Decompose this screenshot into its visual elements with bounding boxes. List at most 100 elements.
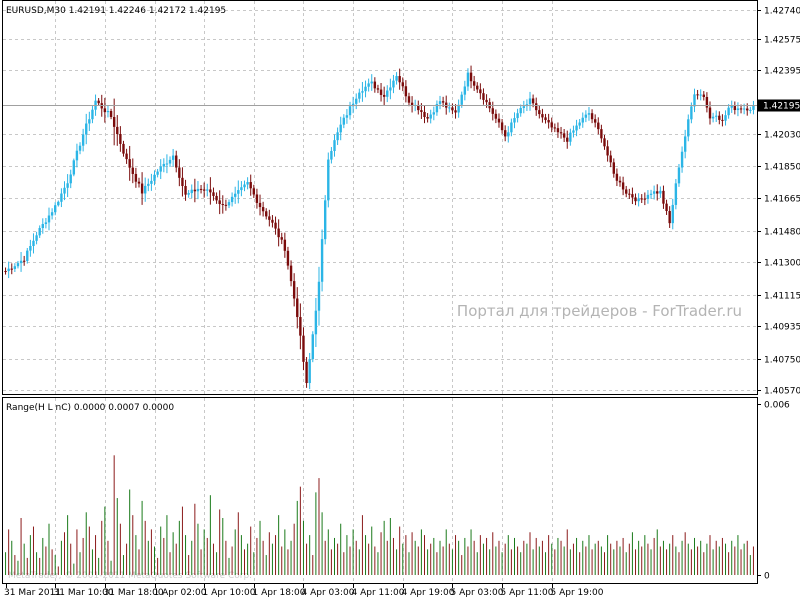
candle-body: [122, 143, 125, 154]
candle-body: [513, 118, 516, 123]
candle-body: [212, 192, 215, 196]
candle-body: [463, 86, 467, 95]
candle-body: [268, 216, 271, 220]
candle-body: [175, 155, 178, 168]
candle-body: [187, 193, 190, 195]
candle-body: [373, 81, 377, 89]
candle-body: [165, 163, 169, 165]
price-tick-label: 1.40935: [764, 323, 800, 333]
candle-body: [358, 92, 361, 99]
candle-body: [81, 134, 85, 146]
candle-body: [531, 98, 535, 104]
candle-body: [274, 222, 277, 229]
indicator-header: Range(H L nC) 0.0000 0.0007 0.0000: [6, 403, 174, 413]
candle-body: [63, 187, 66, 194]
candle-body: [4, 271, 7, 273]
candle-body: [711, 116, 715, 119]
candle-body: [668, 211, 671, 224]
candle-body: [237, 190, 240, 194]
candle-body: [553, 127, 557, 129]
candle-body: [615, 173, 619, 181]
candle-body: [116, 126, 119, 134]
candle-body: [578, 122, 581, 126]
watermark: Портал для трейдеров - ForTrader.ru: [457, 302, 742, 320]
current-price-label: 1.42195: [763, 102, 800, 112]
price-tick-label: 1.40570: [764, 387, 800, 397]
candle-body: [44, 222, 48, 225]
candle-body: [367, 83, 370, 87]
candle-body: [683, 136, 687, 152]
candle-body: [327, 159, 330, 201]
candle-body: [581, 117, 584, 123]
candle-body: [271, 219, 274, 223]
candle-body: [429, 114, 432, 119]
candle-body: [544, 117, 547, 121]
candle-body: [460, 94, 463, 105]
candle-body: [454, 110, 457, 113]
price-tick-label: 1.41850: [764, 163, 800, 173]
candle-body: [448, 107, 451, 109]
indicator-tick-label: 0.006: [764, 401, 790, 411]
candle-body: [137, 181, 141, 184]
indicator-tick-label: 0: [764, 572, 770, 582]
candle-body: [466, 72, 470, 87]
candle-body: [302, 335, 305, 362]
candle-body: [355, 98, 358, 104]
candle-body: [168, 159, 172, 164]
candle-body: [16, 263, 20, 267]
time-tick-label: 4 Apr 19:00: [402, 588, 455, 598]
candle-body: [333, 140, 336, 151]
candle-body: [736, 108, 740, 111]
time-tick-label: 1 Apr 18:00: [253, 588, 306, 598]
candle-body: [22, 260, 26, 262]
candle-body: [97, 100, 100, 104]
candle-body: [426, 117, 429, 119]
candle-body: [323, 200, 327, 240]
candle-body: [41, 224, 44, 229]
candle-body: [643, 198, 647, 200]
candle-body: [345, 115, 349, 118]
candle-body: [752, 105, 755, 110]
candle-body: [106, 111, 110, 113]
candle-body: [718, 115, 721, 120]
candle-body: [407, 96, 411, 103]
candle-body: [721, 119, 724, 121]
candle-body: [699, 94, 702, 96]
indicator-panel-frame: [2, 397, 758, 584]
candle-body: [88, 119, 91, 124]
candle-body: [665, 203, 668, 212]
candle-body: [246, 182, 249, 185]
time-tick-label: 5 Apr 03:00: [451, 588, 504, 598]
candle-body: [441, 101, 445, 103]
candle-body: [715, 115, 718, 117]
candle-body: [147, 183, 150, 186]
candle-body: [724, 115, 727, 121]
candle-body: [625, 189, 628, 194]
candle-body: [184, 185, 187, 195]
candle-body: [479, 89, 482, 94]
time-tick-label: 5 Apr 19:00: [551, 588, 604, 598]
candle-body: [392, 80, 395, 88]
candle-body: [280, 237, 283, 240]
copyright-text: MetaTrader, © 2001-2011 MetaQuotes Softw…: [8, 571, 252, 581]
candle-body: [519, 107, 522, 114]
price-tick-label: 1.42030: [764, 131, 800, 141]
candle-body: [292, 281, 296, 299]
candle-body: [401, 82, 404, 87]
candle-body: [398, 76, 401, 83]
candle-body: [618, 180, 622, 183]
candle-body: [125, 153, 128, 160]
candle-body: [364, 86, 367, 92]
candle-body: [178, 167, 181, 178]
indicator-grid: [55, 398, 553, 583]
candle-body: [494, 113, 498, 119]
candle-body: [432, 112, 436, 115]
candle-body: [603, 138, 606, 147]
candle-body: [693, 94, 696, 107]
candle-body: [336, 132, 339, 141]
candle-body: [66, 183, 69, 188]
candle-body: [739, 108, 743, 110]
candle-body: [637, 198, 640, 202]
